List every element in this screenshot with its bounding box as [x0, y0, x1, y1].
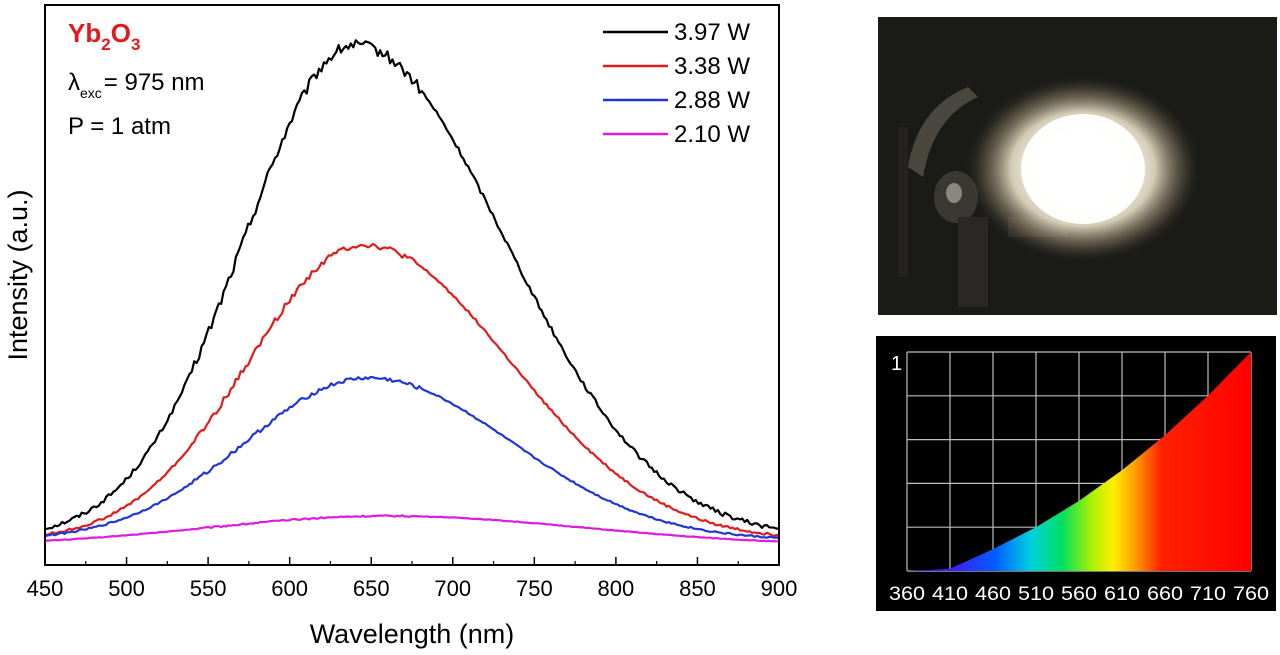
x-tick-label: 700 [434, 576, 471, 601]
spectrum-area [907, 352, 1251, 571]
plot-frame [44, 4, 780, 566]
spectrum-y-tick-label: 1 [891, 353, 902, 375]
spectrum-x-tick-label: 510 [1018, 584, 1054, 605]
excitation-label: λexc= 975 nm [68, 69, 205, 101]
series-lines [44, 39, 780, 543]
legend-label: 2.10 W [674, 121, 750, 148]
spectrum-x-tick-label: 560 [1061, 584, 1097, 605]
x-tick-label: 850 [679, 576, 716, 601]
emission-spectrum-chart: 450 500 550 600 650 700 750 800 850 900 Wavelengt… [3, 4, 798, 649]
series-line-3 [44, 375, 780, 540]
material-label: Yb2O3 [68, 18, 140, 54]
white-light-emission-photo-icon [878, 17, 1277, 315]
x-tick-label: 450 [27, 576, 64, 601]
x-tick-label: 500 [108, 576, 145, 601]
legend-label: 3.38 W [674, 53, 750, 80]
spectrum-x-tick-label: 660 [1147, 584, 1183, 605]
series-line-2 [44, 242, 780, 538]
color-spectrum-chart: 360 410 460 510 560 610 660 710 760 1 [876, 336, 1276, 611]
legend-label: 3.97 W [674, 19, 750, 46]
x-tick-label: 550 [190, 576, 227, 601]
spectrum-x-tick-label: 410 [932, 584, 968, 605]
x-axis-ticks: 450 500 550 600 650 700 750 800 850 900 [27, 557, 798, 601]
spectrum-ticks: 360 410 460 510 560 610 660 710 760 1 [889, 353, 1269, 605]
series-line-4 [44, 514, 779, 543]
x-tick-label: 900 [761, 576, 798, 601]
spectrum-x-tick-label: 460 [975, 584, 1011, 605]
pressure-label: P = 1 atm [68, 113, 171, 140]
x-tick-label: 750 [516, 576, 553, 601]
spectrum-x-tick-label: 360 [889, 584, 925, 605]
x-tick-label: 600 [271, 576, 308, 601]
legend: 3.97 W 3.38 W 2.88 W 2.10 W [603, 19, 750, 148]
spectrum-x-tick-label: 610 [1104, 584, 1140, 605]
legend-label: 2.88 W [674, 87, 750, 114]
series-line-1 [44, 39, 780, 530]
x-tick-label: 650 [353, 576, 390, 601]
x-tick-label: 800 [598, 576, 635, 601]
spectrum-x-tick-label: 710 [1190, 584, 1226, 605]
x-axis-label: Wavelength (nm) [310, 619, 515, 649]
spectrum-x-tick-label: 760 [1233, 584, 1269, 605]
y-axis-label: Intensity (a.u.) [3, 189, 33, 360]
